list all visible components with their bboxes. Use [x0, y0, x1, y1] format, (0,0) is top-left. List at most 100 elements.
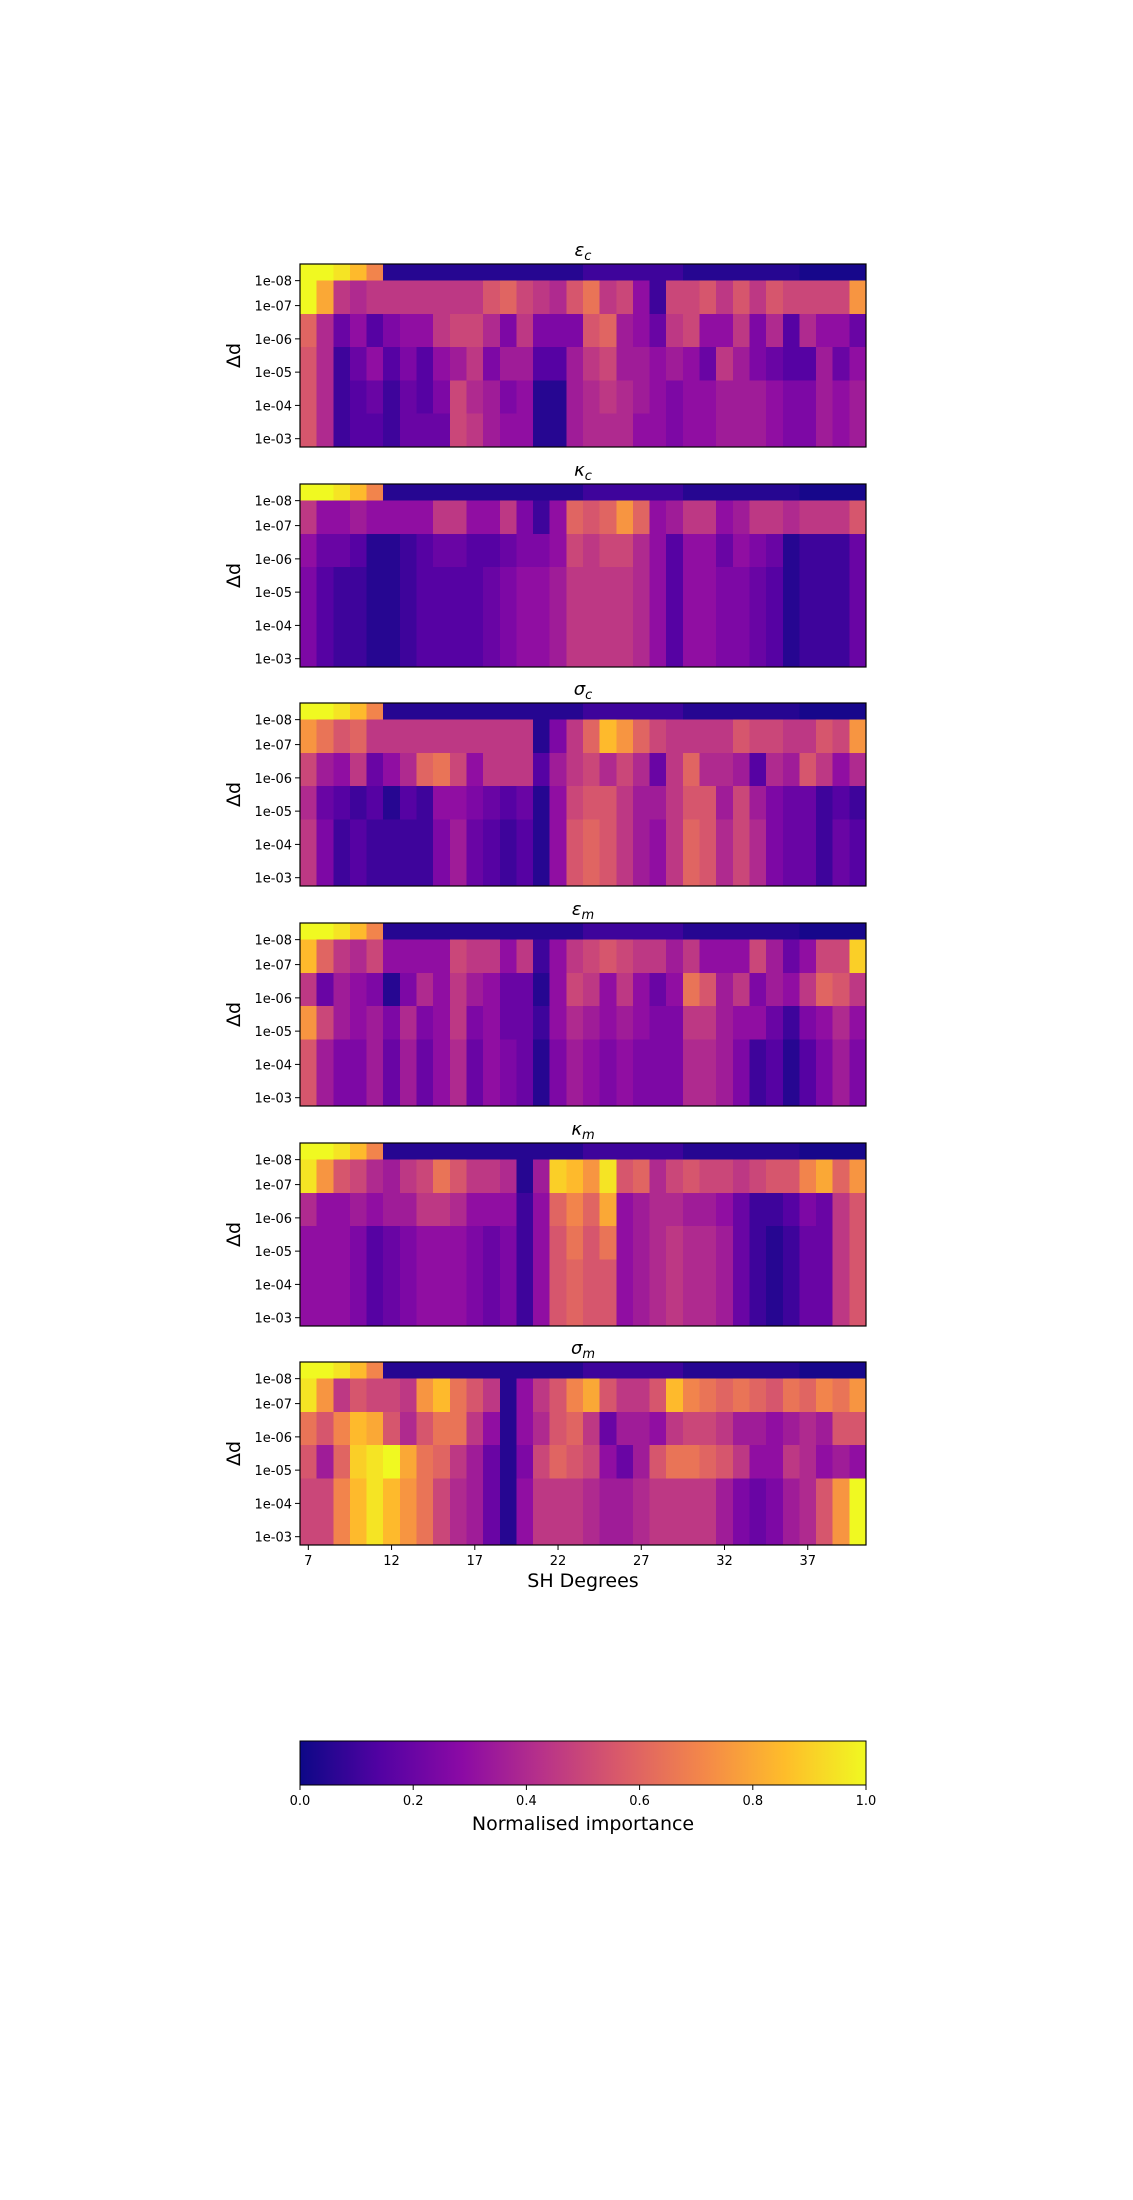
heatmap-cell — [499, 1089, 518, 1107]
heatmap-cell — [632, 703, 651, 721]
heatmap-cell — [300, 1528, 318, 1546]
heatmap-cell — [366, 583, 384, 602]
heatmap-cell — [632, 1428, 651, 1446]
heatmap-cell — [766, 1478, 784, 1496]
heatmap-cell — [433, 1022, 451, 1041]
heatmap-cell — [849, 923, 867, 941]
heatmap-cell — [583, 280, 601, 298]
heatmap-cell — [716, 1159, 734, 1177]
heatmap-cell — [583, 633, 601, 651]
heatmap-cell — [682, 989, 701, 1007]
heatmap-cell — [333, 1259, 351, 1277]
heatmap-cell — [433, 430, 451, 448]
heatmap-cell — [483, 1428, 501, 1446]
heatmap-cell — [499, 633, 518, 651]
heatmap-cell — [399, 1209, 418, 1227]
heatmap-cell — [832, 1192, 850, 1211]
heatmap-cell — [499, 517, 518, 535]
heatmap-cell — [383, 583, 401, 602]
heatmap-cell — [732, 939, 751, 957]
heatmap-cell — [483, 1276, 501, 1294]
heatmap-cell — [749, 297, 767, 315]
heatmap-cell — [516, 297, 534, 315]
heatmap-cell — [666, 1478, 684, 1496]
heatmap-cell — [749, 517, 767, 535]
heatmap-cell — [549, 852, 567, 870]
heatmap-cell — [766, 786, 784, 804]
axes-frame — [299, 263, 867, 448]
heatmap-cell — [449, 736, 468, 754]
heatmap-cell — [300, 567, 318, 585]
heatmap-cell — [300, 313, 318, 332]
heatmap-cell — [549, 500, 567, 518]
heatmap-cell — [732, 1395, 751, 1413]
heatmap-cell — [699, 1461, 717, 1480]
heatmap-cell — [716, 1072, 734, 1090]
heatmap-cell — [533, 313, 551, 332]
heatmap-cell — [549, 1511, 567, 1529]
heatmap-cell — [699, 1362, 717, 1380]
heatmap-cell — [766, 297, 784, 315]
heatmap-cell — [483, 1143, 501, 1161]
heatmap-cell — [832, 1461, 850, 1480]
heatmap-cell — [300, 330, 318, 348]
heatmap-cell — [333, 1006, 351, 1024]
heatmap-cell — [433, 752, 451, 771]
heatmap-cell — [549, 1006, 567, 1024]
heatmap-cell — [316, 1089, 334, 1107]
heatmap-cell — [349, 836, 368, 854]
heatmap-cell — [549, 650, 567, 668]
heatmap-cell — [433, 264, 451, 282]
heatmap-cell — [333, 430, 351, 448]
heatmap-cell — [533, 297, 551, 315]
heatmap-cell — [632, 1226, 651, 1244]
heatmap-cell — [366, 1072, 384, 1090]
y-tick-label: 1e-07 — [254, 520, 292, 535]
heatmap-cell — [699, 430, 717, 448]
heatmap-cell — [566, 1159, 584, 1177]
heatmap-cell — [599, 802, 617, 821]
heatmap-cell — [766, 1006, 784, 1024]
heatmap-cell — [799, 264, 817, 282]
heatmap-cell — [599, 1411, 617, 1430]
heatmap-cell — [732, 484, 751, 502]
heatmap-cell — [716, 1209, 734, 1227]
heatmap-cell — [699, 583, 717, 602]
heatmap-cell — [333, 1192, 351, 1211]
heatmap-cell — [682, 1511, 701, 1529]
heatmap-cell — [666, 989, 684, 1007]
heatmap-cell — [749, 430, 767, 448]
heatmap-cell — [433, 736, 451, 754]
heatmap-cell — [449, 1159, 468, 1177]
heatmap-cell — [533, 1276, 551, 1294]
heatmap-cell — [416, 633, 434, 651]
heatmap-cell — [466, 567, 484, 585]
heatmap-cell — [766, 1072, 784, 1090]
heatmap-cell — [666, 297, 684, 315]
heatmap-cell — [583, 297, 601, 315]
heatmap-cell — [533, 1495, 551, 1513]
heatmap-cell — [399, 1039, 418, 1057]
heatmap-cell — [366, 802, 384, 821]
heatmap-cell — [616, 1242, 634, 1261]
heatmap-cell — [699, 1143, 717, 1161]
panel-title-symbol: κ — [571, 1119, 582, 1140]
heatmap-cell — [799, 1006, 817, 1024]
heatmap-cell — [333, 1089, 351, 1107]
heatmap-cell — [549, 1056, 567, 1074]
heatmap-cell — [499, 500, 518, 518]
heatmap-cell — [732, 380, 751, 398]
heatmap-cell — [466, 719, 484, 737]
heatmap-cell — [366, 1192, 384, 1211]
heatmap-cell — [549, 923, 567, 941]
y-tick-label: 1e-06 — [254, 1212, 292, 1227]
axes-frame — [299, 922, 867, 1107]
colorbar-tick-label: 0.6 — [629, 1794, 650, 1809]
heatmap-cell — [832, 869, 850, 887]
heatmap-cell — [566, 567, 584, 585]
heatmap-cell — [483, 1242, 501, 1261]
heatmap-cell — [749, 280, 767, 298]
heatmap-cell — [300, 397, 318, 415]
heatmap-cell — [632, 1089, 651, 1107]
